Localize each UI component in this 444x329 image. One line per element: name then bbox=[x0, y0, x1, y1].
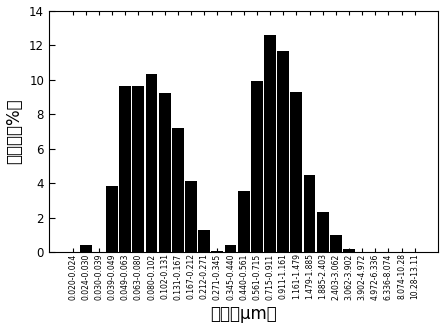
X-axis label: 粒径（μm）: 粒径（μm） bbox=[210, 305, 277, 323]
Bar bbox=[80, 245, 91, 252]
Bar bbox=[317, 212, 329, 252]
Bar bbox=[106, 187, 118, 252]
Bar bbox=[264, 35, 276, 252]
Bar bbox=[343, 248, 355, 252]
Bar bbox=[251, 81, 263, 252]
Bar bbox=[238, 191, 250, 252]
Bar bbox=[330, 235, 342, 252]
Bar bbox=[198, 230, 210, 252]
Bar bbox=[290, 91, 302, 252]
Bar bbox=[304, 175, 315, 252]
Bar bbox=[159, 93, 170, 252]
Bar bbox=[277, 51, 289, 252]
Bar bbox=[211, 251, 223, 252]
Bar bbox=[172, 128, 184, 252]
Bar bbox=[132, 87, 144, 252]
Bar bbox=[225, 245, 237, 252]
Bar bbox=[119, 87, 131, 252]
Bar bbox=[185, 181, 197, 252]
Bar bbox=[146, 74, 158, 252]
Y-axis label: 百分比（%）: 百分比（%） bbox=[6, 98, 24, 164]
